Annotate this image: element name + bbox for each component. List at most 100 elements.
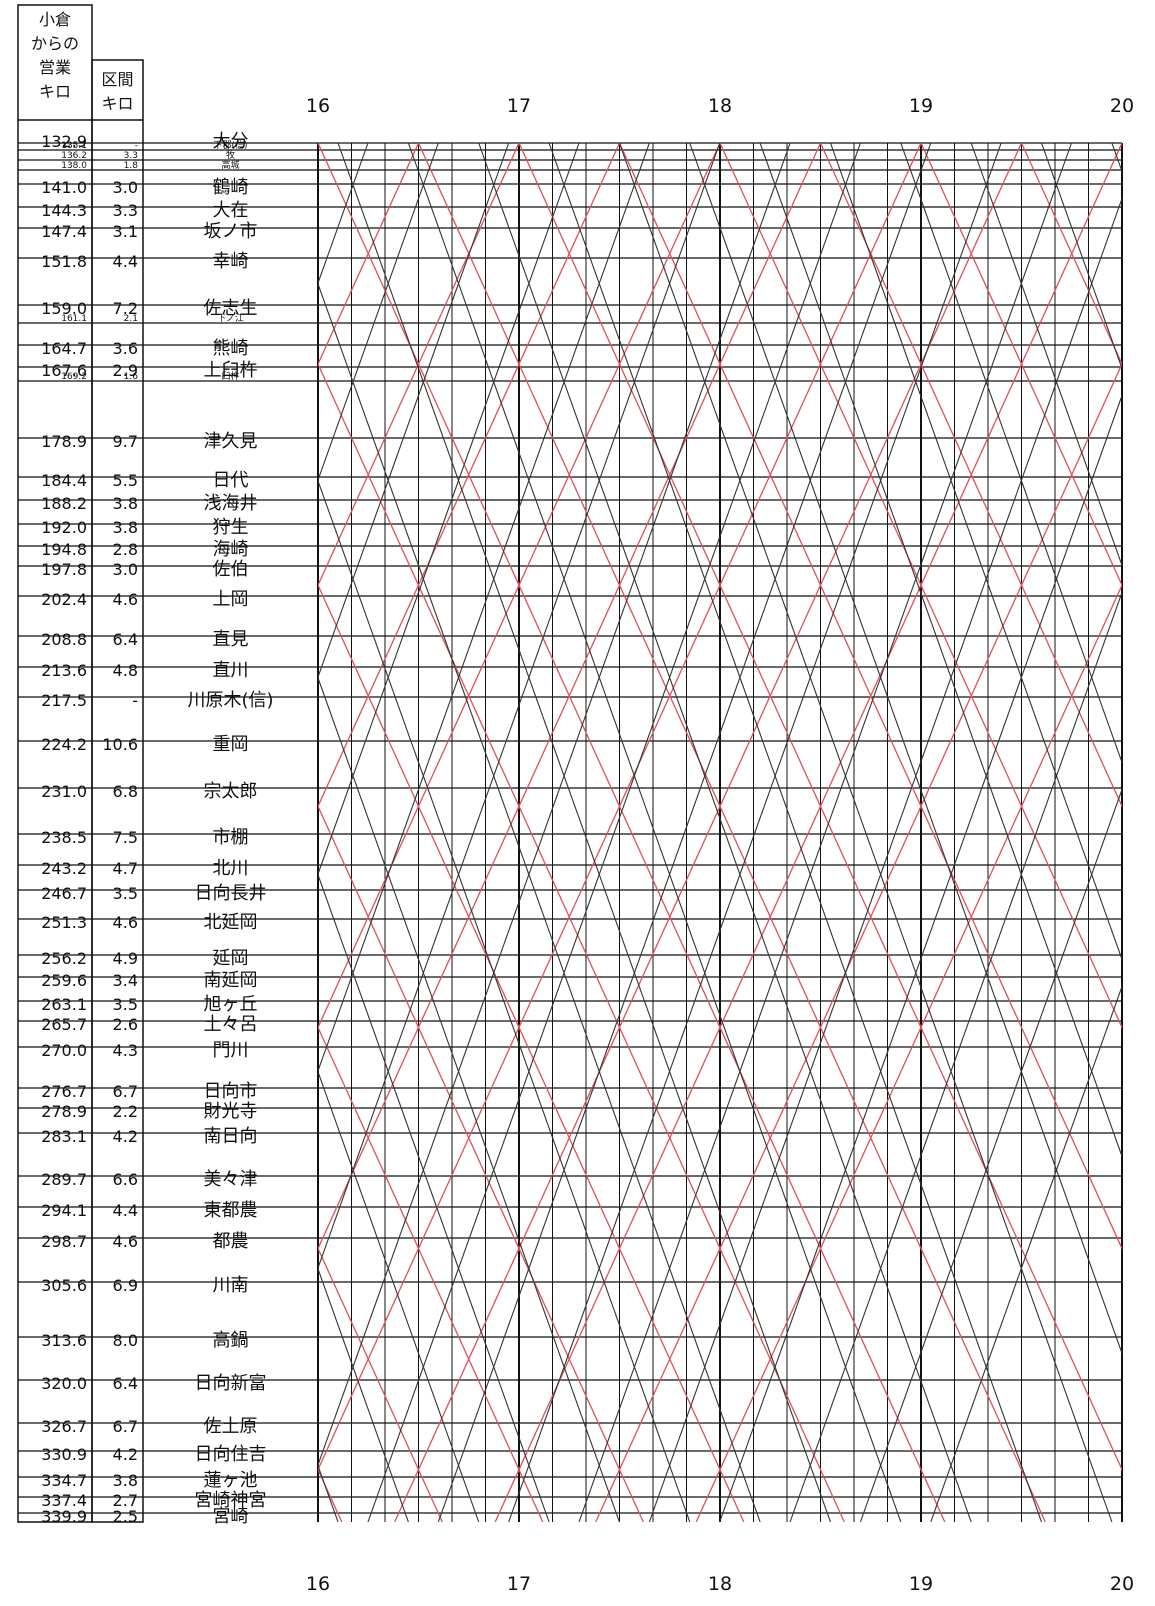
hour-label: 18 [708,1573,732,1595]
km: 141.0 [41,178,87,197]
section-km: 6.9 [113,1276,138,1295]
section-km: 3.1 [113,222,138,241]
train-line [648,196,1122,1522]
km: 298.7 [41,1232,87,1251]
km: 263.1 [41,995,87,1014]
km: 265.7 [41,1015,87,1034]
section-km: 6.7 [113,1417,138,1436]
section-km: 2.5 [113,1507,138,1526]
station-name: 美々津 [204,1169,258,1190]
train-line [0,143,17,1522]
section-km: 6.8 [113,782,138,801]
train-line [318,1025,544,1522]
train-line [689,143,1122,1355]
section-km: 4.6 [113,913,138,932]
hour-label: 17 [507,95,531,117]
station-name: 日代 [213,470,249,491]
train-line [437,143,932,1522]
hour-label: 19 [909,95,933,117]
train-line [0,143,16,1522]
train-line [508,143,1002,1522]
train-line [337,143,832,1522]
train-line [318,1246,443,1522]
section-km: 4.7 [113,859,138,878]
km: 337.4 [41,1491,87,1510]
train-line [318,1267,409,1522]
km: 197.8 [41,560,87,579]
train-line [1040,143,1122,371]
km: 251.3 [41,913,87,932]
station-name: 海崎 [213,539,249,560]
train-line [318,143,791,1467]
km: 144.3 [41,201,87,220]
km: 289.7 [41,1170,87,1189]
train-line [618,143,1122,1251]
section-km: 3.3 [113,201,138,220]
train-line [695,583,1122,1522]
km: 224.2 [41,735,87,754]
station-name: 宮崎神宮 [195,1490,267,1511]
section-km: 6.7 [113,1082,138,1101]
station-name: 直川 [213,660,249,681]
station-name: 財光寺 [204,1101,258,1122]
station-name: 高城 [221,159,239,171]
station-name: 坂ノ市 [204,221,258,242]
station-name: 南延岡 [204,970,258,991]
train-line [318,143,650,1073]
section-km: 4.2 [113,1445,138,1464]
hour-label: 20 [1110,1573,1134,1595]
station-name: 幸崎 [213,251,249,272]
station-name: 土々呂 [204,1014,258,1035]
section-km: 3.8 [113,494,138,513]
station-name: 日向市 [204,1081,258,1102]
train-line [417,143,1046,1522]
hour-label: 17 [507,1573,531,1595]
km: 294.1 [41,1201,87,1220]
section-km: 4.6 [113,590,138,609]
km: 231.0 [41,782,87,801]
km: 330.9 [41,1445,87,1464]
section-km: 7.5 [113,828,138,847]
hour-label: 20 [1110,95,1134,117]
km: 132.9 [41,132,87,151]
section-km: - [135,141,138,151]
section-km: 4.4 [113,1201,138,1220]
km: 276.7 [41,1082,87,1101]
km: 238.5 [41,828,87,847]
km: 339.9 [41,1507,87,1526]
section-km: 3.0 [113,178,138,197]
section-km: 5.5 [113,471,138,490]
hour-label: 19 [909,1573,933,1595]
section-km: 3.4 [113,971,138,990]
train-line [920,143,1122,587]
km: 169.2 [61,372,87,382]
train-line [318,583,745,1522]
section-km: 6.4 [113,1374,138,1393]
section-km: 3.6 [113,339,138,358]
km: 178.9 [41,432,87,451]
train-line [318,143,621,808]
train-line [318,1070,480,1522]
header-text: キロ [39,82,71,101]
train-line [318,143,439,482]
train-line [719,143,1122,1029]
station-name: 北延岡 [204,912,258,933]
train-line [318,143,822,1251]
train-line [318,143,721,1029]
km: 167.6 [41,361,87,380]
header-text: 営業 [39,58,71,77]
train-line [900,143,1122,764]
station-name: 鶴崎 [213,177,249,198]
km: 151.8 [41,252,87,271]
km: 147.4 [41,222,87,241]
train-lines [0,143,1122,1522]
train-line [859,787,1122,1522]
station-name: 蓮ヶ池 [204,1470,258,1491]
km: 243.2 [41,859,87,878]
section-km: 9.7 [113,432,138,451]
km: 136.2 [61,151,87,161]
km: 256.2 [41,949,87,968]
train-line [829,143,1122,961]
train-line [318,143,520,587]
train-line [478,143,972,1522]
